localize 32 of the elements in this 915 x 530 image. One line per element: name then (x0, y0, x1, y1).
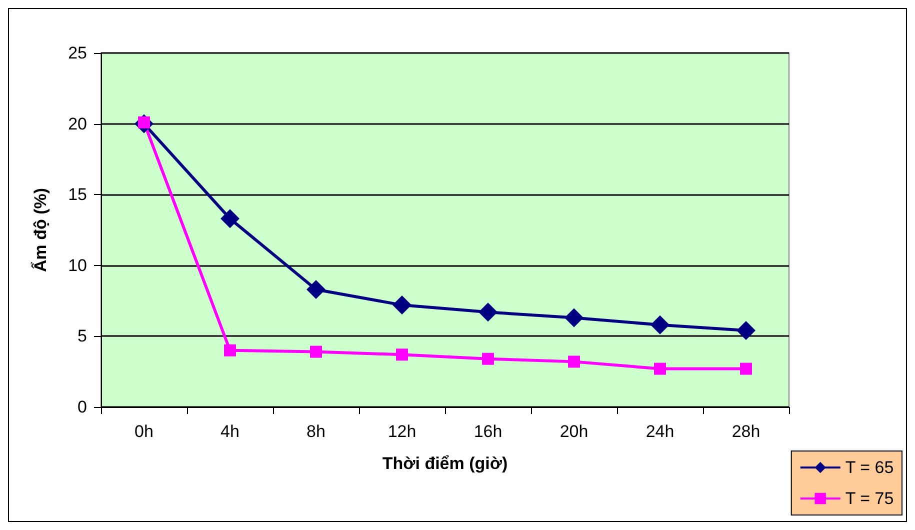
point (654, 362, 666, 375)
point (740, 362, 752, 375)
y-tick-label: 5 (78, 326, 87, 346)
point (736, 321, 756, 340)
legend-label: T = 65 (845, 458, 894, 477)
y-tick-label: 15 (68, 185, 87, 204)
point (220, 209, 240, 228)
x-tick-label: 16h (474, 422, 502, 441)
point (306, 280, 326, 299)
x-tick-label: 24h (646, 422, 674, 441)
point (478, 302, 498, 322)
y-tick-label: 10 (68, 256, 87, 275)
y-tick-label: 0 (78, 398, 87, 416)
x-tick-label: 20h (560, 422, 588, 441)
point (564, 308, 584, 328)
x-tick-label: 0h (134, 422, 154, 441)
point (224, 344, 236, 356)
x-axis-title: Thời điểm (giờ) (382, 454, 508, 473)
point (396, 348, 408, 361)
point (310, 346, 322, 358)
y-tick-label: 20 (68, 114, 87, 134)
x-tick-label: 28h (732, 422, 760, 441)
y-tick-label: 25 (68, 44, 87, 62)
legend-label: T = 75 (845, 489, 894, 508)
point (568, 356, 580, 368)
x-tick-label: 12h (388, 422, 416, 441)
x-tick-label: 4h (220, 422, 240, 441)
y-axis-title: Ẩm độ (%) (30, 188, 50, 272)
x-tick-label: 8h (306, 422, 326, 441)
point (482, 352, 494, 365)
point (650, 315, 670, 334)
point (392, 296, 412, 315)
